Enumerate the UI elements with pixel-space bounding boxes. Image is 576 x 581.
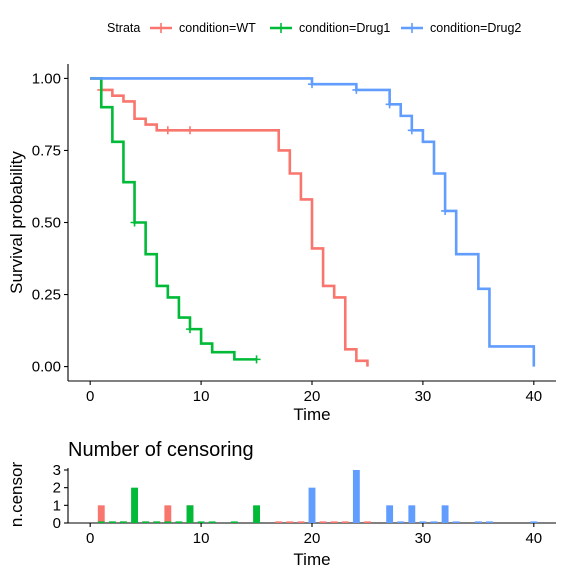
censor-bar-0 <box>286 521 294 523</box>
censor-bar-1 <box>153 521 161 523</box>
censor-bar-2 <box>386 505 394 523</box>
censor-bar-2 <box>452 521 460 523</box>
censor-mark <box>163 126 172 135</box>
censor-y-tick-label: 2 <box>53 480 61 497</box>
censor-y-tick-label: 0 <box>53 515 61 532</box>
y-tick-label: 1.00 <box>32 70 61 87</box>
censor-bar-1 <box>120 521 127 523</box>
censor-bar-1 <box>253 505 260 523</box>
censor-bar-2 <box>397 521 405 523</box>
censor-bar-2 <box>352 470 360 523</box>
censor-bar-1 <box>186 505 194 523</box>
censor-bar-1 <box>108 521 116 523</box>
legend-label-0: condition=WT <box>179 21 256 35</box>
censor-bar-2 <box>441 505 449 523</box>
censor-x-tick-label: 20 <box>304 530 321 547</box>
censor-bar-2 <box>430 521 438 523</box>
censor-bar-0 <box>364 521 371 523</box>
censor-bar-1 <box>164 521 172 523</box>
legend-title: Strata <box>107 21 140 35</box>
survival-panel: 0.00 0.25 0.50 0.75 1.00 0 10 20 30 40 Time Surviva… <box>7 64 556 424</box>
censor-bar-1 <box>142 521 150 523</box>
censor-mark <box>407 126 416 135</box>
y-tick-label: 0.00 <box>32 359 61 376</box>
x-tick-label: 20 <box>304 388 321 405</box>
censor-y-tick-label: 1 <box>53 497 61 514</box>
censor-x-tick-label: 10 <box>193 530 210 547</box>
y-tick-label: 0.25 <box>32 287 61 304</box>
censor-mark <box>308 80 316 89</box>
censor-bar-2 <box>474 521 482 523</box>
censor-mark <box>385 100 394 109</box>
legend-label-1: condition=Drug1 <box>299 21 390 35</box>
censor-bar-0 <box>330 521 338 523</box>
y-axis-title: Survival probability <box>7 151 26 294</box>
censor-bar-0 <box>341 521 349 523</box>
censor-bar-0 <box>297 521 305 523</box>
censor-mark <box>352 85 361 94</box>
censoring-title: Number of censoring <box>68 439 254 461</box>
censor-mark <box>252 355 261 364</box>
censor-mark <box>186 126 194 135</box>
y-tick-label: 0.75 <box>32 142 61 159</box>
censor-bar-1 <box>197 521 205 523</box>
x-tick-label: 30 <box>415 388 432 405</box>
censor-bar-2 <box>530 521 538 523</box>
censor-bar-0 <box>275 521 283 523</box>
legend-label-2: condition=Drug2 <box>430 21 521 35</box>
y-tick-label: 0.50 <box>32 215 61 232</box>
censor-bar-1 <box>175 521 183 523</box>
censor-x-tick-label: 30 <box>415 530 432 547</box>
censor-bar-1 <box>208 521 216 523</box>
censor-y-axis-title: n.censor <box>7 462 26 528</box>
survival-curve-1 <box>90 77 257 361</box>
censor-bar-1 <box>131 487 138 523</box>
censor-bar-0 <box>319 521 327 523</box>
legend: Strata condition=WT condition=Drug1 conditi… <box>107 21 521 35</box>
censor-x-axis-title: Time <box>293 550 330 569</box>
survival-curve-0 <box>90 77 369 367</box>
censor-mark <box>441 206 450 215</box>
censor-bar-2 <box>308 487 316 523</box>
censor-bar-2 <box>408 505 416 523</box>
censor-x-tick-label: 40 <box>525 530 542 547</box>
x-tick-label: 0 <box>86 388 94 405</box>
censor-x-tick-label: 0 <box>86 530 94 547</box>
censor-y-tick-label: 3 <box>53 462 61 479</box>
censor-bar-2 <box>419 521 427 523</box>
censor-bar-1 <box>230 521 238 523</box>
censor-bar-1 <box>97 521 105 523</box>
x-tick-label: 40 <box>525 388 542 405</box>
censor-bar-0 <box>164 505 172 523</box>
censor-bar-2 <box>486 521 493 523</box>
x-axis-title: Time <box>293 405 330 424</box>
censor-mark <box>130 218 139 227</box>
x-tick-label: 10 <box>193 388 210 405</box>
censor-bar-0 <box>97 505 105 523</box>
censor-mark <box>186 325 194 334</box>
